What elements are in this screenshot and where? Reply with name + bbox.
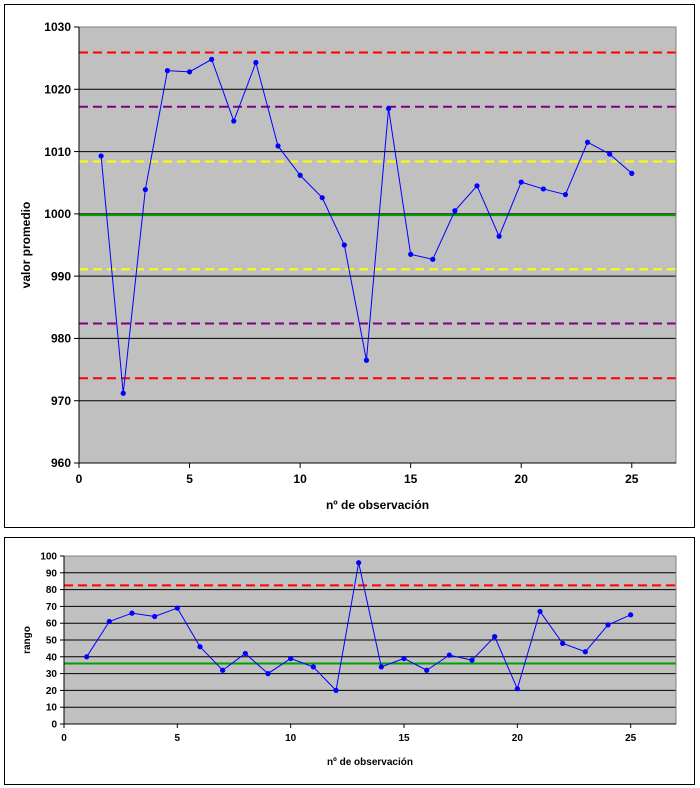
avg-data-point-7: [231, 118, 237, 124]
range-data-point-18: [469, 657, 475, 663]
range-x-tick-label-10: 10: [285, 733, 297, 744]
avg-y-axis-label: valor promedio: [19, 202, 33, 289]
range-data-point-6: [197, 644, 203, 650]
avg-y-tick-label-990: 990: [51, 269, 71, 283]
avg-data-point-25: [629, 170, 635, 176]
range-y-tick-label-20: 20: [46, 686, 58, 697]
avg-y-tick-label-960: 960: [51, 456, 71, 470]
avg-data-point-8: [253, 59, 259, 66]
avg-data-point-2: [120, 390, 126, 396]
avg-data-point-15: [408, 251, 414, 257]
range-x-tick-label-15: 15: [398, 733, 410, 744]
avg-data-point-23: [584, 139, 591, 145]
range-y-tick-label-50: 50: [46, 636, 58, 647]
avg-x-tick-label-15: 15: [404, 472, 418, 486]
range-data-point-12: [333, 687, 339, 694]
avg-data-point-20: [518, 179, 524, 185]
avg-x-tick-label-25: 25: [625, 472, 639, 486]
avg-data-point-4: [164, 68, 171, 74]
avg-data-point-12: [341, 242, 347, 248]
avg-data-point-6: [209, 56, 215, 62]
avg-data-point-16: [430, 256, 436, 262]
avg-data-point-5: [186, 69, 193, 75]
avg-data-point-22: [562, 191, 569, 198]
avg-data-point-10: [297, 172, 303, 178]
range-y-axis-label: rango: [22, 626, 33, 654]
range-data-point-16: [424, 667, 430, 673]
range-y-tick-label-30: 30: [46, 669, 58, 680]
avg-x-tick-label-20: 20: [515, 472, 529, 486]
range-data-point-2: [106, 618, 112, 625]
avg-y-tick-label-1010: 1010: [44, 145, 71, 159]
range-data-point-24: [605, 622, 611, 628]
range-data-point-1: [84, 654, 90, 660]
range-x-tick-label-0: 0: [61, 733, 67, 744]
range-y-tick-label-0: 0: [51, 720, 57, 731]
range-data-point-9: [265, 671, 271, 677]
avg-x-tick-label-10: 10: [293, 472, 307, 486]
range-y-tick-label-80: 80: [46, 585, 58, 596]
range-y-tick-label-10: 10: [46, 703, 58, 714]
avg-y-tick-label-1020: 1020: [44, 82, 71, 96]
range-x-axis-label: nº de observación: [327, 757, 413, 768]
avg-data-point-1: [98, 153, 104, 159]
avg-data-point-3: [142, 186, 148, 193]
range-data-point-14: [378, 664, 384, 670]
range-x-tick-label-20: 20: [512, 733, 524, 744]
range-y-tick-label-60: 60: [46, 619, 58, 630]
avg-y-tick-label-980: 980: [51, 332, 71, 346]
range-data-point-3: [129, 610, 135, 616]
range-data-point-22: [560, 640, 566, 646]
range-data-point-10: [288, 655, 294, 662]
range-data-point-5: [174, 605, 180, 611]
avg-x-tick-label-5: 5: [186, 472, 193, 486]
avg-data-point-18: [474, 183, 480, 189]
range-y-tick-label-70: 70: [46, 602, 58, 613]
avg-data-point-14: [385, 105, 392, 112]
avg-data-point-13: [363, 357, 370, 363]
range-data-point-4: [152, 613, 158, 620]
range-data-point-19: [492, 634, 498, 640]
range-data-point-25: [628, 612, 634, 618]
avg-y-tick-label-1030: 1030: [44, 20, 71, 34]
avg-x-axis-label: nº de observación: [326, 498, 429, 512]
range-y-tick-label-40: 40: [46, 652, 58, 663]
avg-data-point-24: [607, 151, 613, 157]
avg-data-point-9: [275, 143, 281, 149]
range-y-tick-label-90: 90: [46, 568, 58, 579]
range-data-point-20: [514, 686, 520, 692]
avg-y-tick-label-1000: 1000: [44, 207, 71, 221]
range-x-tick-label-5: 5: [175, 733, 181, 744]
avg-data-point-21: [540, 186, 546, 192]
avg-data-point-11: [319, 195, 325, 201]
avg-x-tick-label-0: 0: [76, 472, 83, 486]
range-data-point-17: [446, 652, 452, 658]
range-data-point-11: [310, 664, 316, 670]
avg-data-point-19: [496, 233, 502, 239]
range-y-tick-label-100: 100: [40, 552, 57, 563]
range-data-point-7: [220, 667, 226, 673]
range-x-tick-label-25: 25: [625, 733, 637, 744]
range-data-point-15: [401, 655, 407, 662]
range-data-point-23: [582, 649, 588, 655]
range-data-point-8: [242, 650, 248, 657]
avg-y-tick-label-970: 970: [51, 394, 71, 408]
range-data-point-13: [356, 560, 362, 566]
range-data-point-21: [537, 608, 543, 615]
avg-data-point-17: [452, 208, 458, 214]
avg-plot-area: [79, 27, 676, 463]
